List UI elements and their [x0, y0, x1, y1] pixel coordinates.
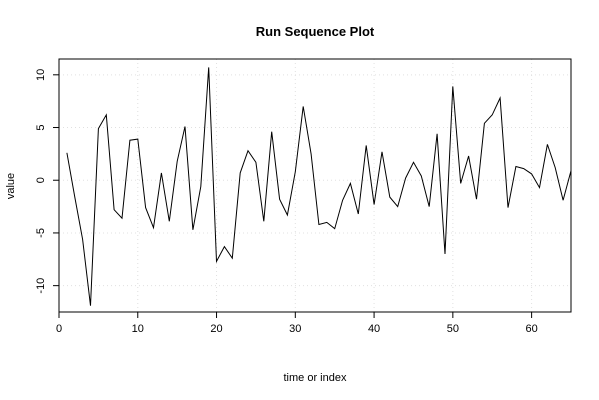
x-tick-label: 50 [447, 323, 459, 335]
x-tick-label: 40 [368, 323, 380, 335]
series-line [66, 67, 572, 306]
x-axis-label: time or index [284, 372, 347, 384]
y-tick-label: 5 [35, 124, 47, 130]
x-tick-label: 10 [132, 323, 144, 335]
x-tick-label: 30 [289, 323, 301, 335]
y-tick-label: -10 [35, 278, 47, 294]
y-tick-label: 10 [35, 69, 47, 81]
y-tick-label: 0 [35, 177, 47, 183]
chart-title: Run Sequence Plot [256, 24, 375, 39]
y-axis-label: value [5, 173, 17, 199]
x-tick-label: 0 [56, 323, 62, 335]
x-tick-label: 20 [210, 323, 222, 335]
x-tick-label: 60 [525, 323, 537, 335]
grid [58, 59, 571, 312]
axis-ticks: 0 10 20 30 40 50 60 -10 -5 0 5 10 [35, 69, 538, 335]
y-tick-label: -5 [35, 228, 47, 238]
plot-frame [58, 58, 572, 313]
